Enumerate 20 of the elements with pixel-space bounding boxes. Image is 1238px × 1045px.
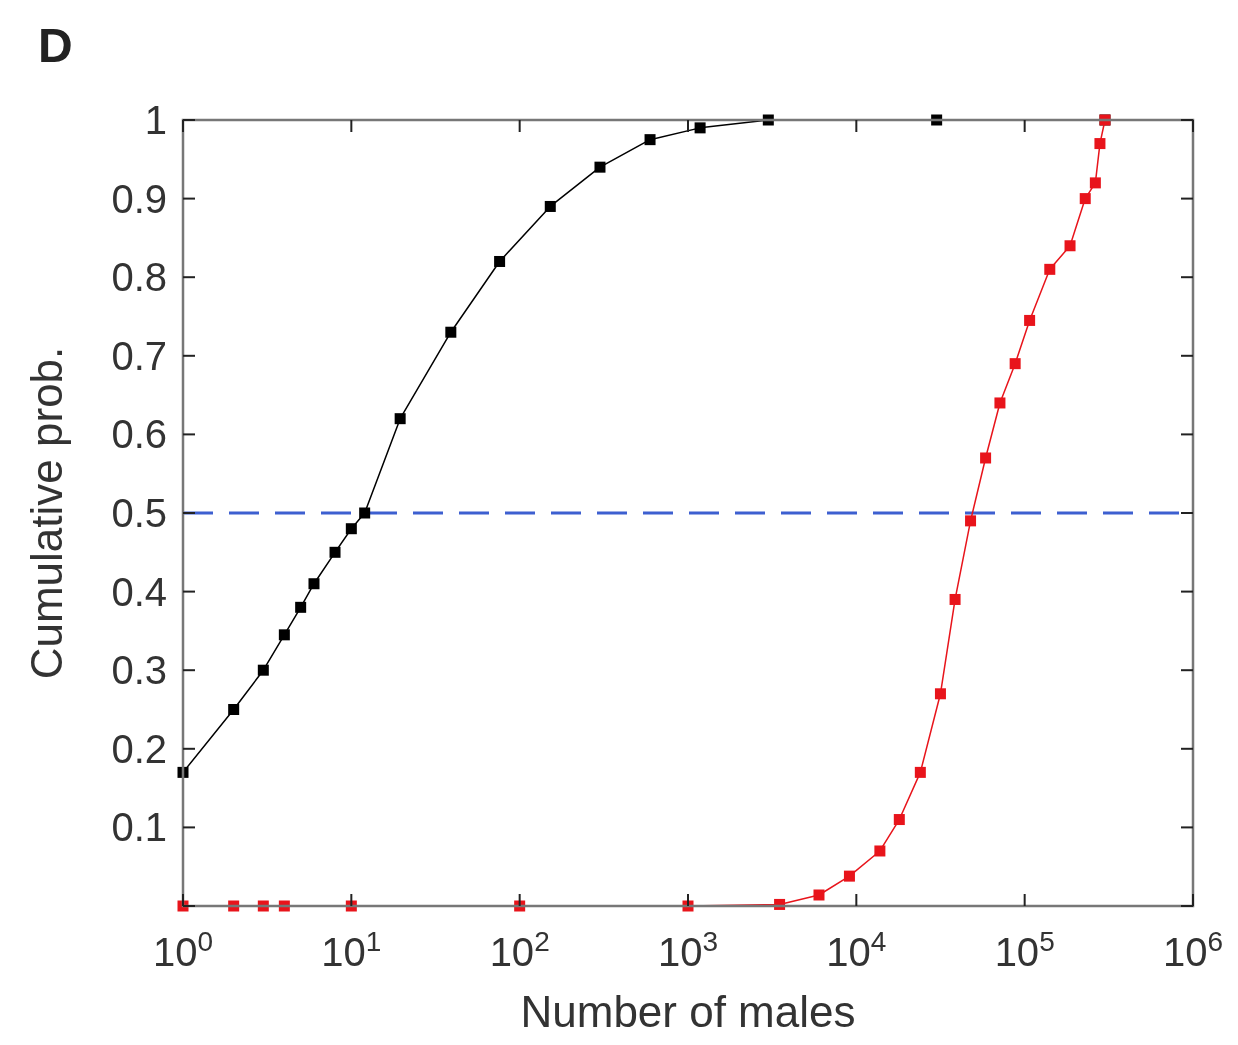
y-tick-label: 0.6	[111, 412, 167, 457]
y-tick-label: 0.7	[111, 333, 167, 378]
y-tick-label: 1	[144, 98, 167, 142]
x-tick-label: 10$^{3}$	[657, 925, 719, 974]
y-tick-label: 0.5	[111, 491, 167, 535]
x-tick-label: 10$^{4}$	[826, 925, 887, 974]
y-tick-label: 0.9	[111, 176, 167, 221]
y-tick-label: 0.8	[111, 255, 167, 300]
y-tick-label: 0.1	[111, 805, 167, 850]
y-axis-title: Cumulative prob.	[22, 346, 71, 680]
text: D	[38, 19, 73, 72]
x-tick-label: 10$^{6}$	[1162, 925, 1224, 974]
x-axis-title: Number of males	[520, 987, 856, 1036]
x-tick-label: 10$^{0}$	[152, 925, 214, 974]
x-tick-label: 10$^{2}$	[489, 925, 550, 974]
y-tick-label: 0.4	[111, 569, 167, 614]
x-tick-label: 10$^{5}$	[994, 925, 1055, 974]
y-tick-label: 0.3	[111, 648, 167, 693]
x-tick-label: 10$^{1}$	[321, 925, 382, 974]
y-tick-label: 0.2	[111, 726, 167, 771]
